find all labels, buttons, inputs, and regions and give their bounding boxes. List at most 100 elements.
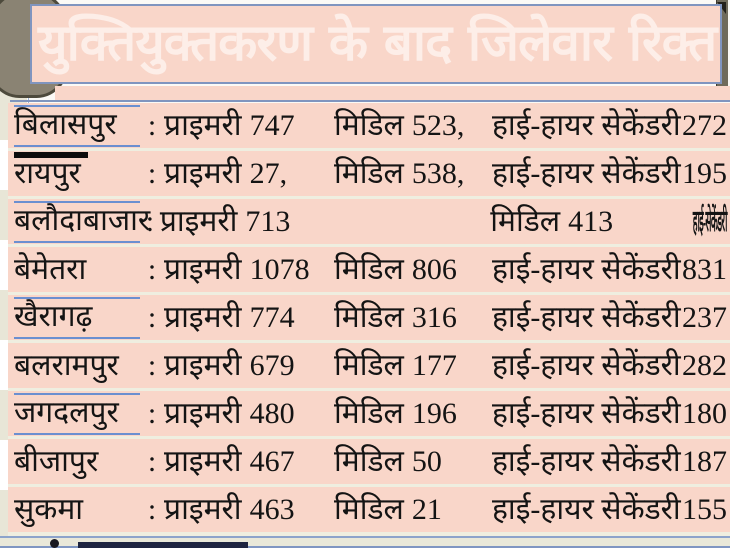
secondary-cell: हाई-हायर सेकेंडरी 272 [492, 103, 730, 148]
banner-underlap-strip [55, 86, 730, 100]
primary-cell: प्राइमरी 713 [160, 199, 300, 244]
table-top-border [10, 100, 730, 102]
secondary-value: 237 [682, 301, 727, 334]
primary-label: प्राइमरी [164, 397, 242, 430]
middle-label: मिडिल [334, 253, 404, 286]
district-name: बीजापुर [14, 445, 99, 478]
primary-cell: प्राइमरी 1078 [164, 247, 334, 292]
district-name: जगदलपुर [14, 393, 140, 435]
middle-cell: मिडिल 806 [334, 247, 492, 292]
secondary-cell: हाई-हायर सेकेंडरी 187 [492, 439, 730, 484]
primary-cell: प्राइमरी 467 [164, 439, 334, 484]
table-row: बलौदाबाजार : प्राइमरी 713 मिडिल 413 हाई-से… [8, 199, 730, 244]
headline-banner: युक्तियुक्तकरण के बाद जिलेवार रिक्त पद [30, 4, 722, 84]
secondary-label: हाई-हायर सेकेंडरी [492, 253, 681, 286]
primary-label: प्राइमरी [164, 253, 242, 286]
middle-value: 538, [411, 157, 465, 190]
separator-colon: : [147, 301, 157, 334]
primary-label: प्राइमरी [159, 205, 238, 238]
table-row: बिलासपुर : प्राइमरी 747 मिडिल 523, हाई-हाय… [8, 103, 730, 148]
secondary-value: 180 [682, 397, 727, 430]
separator-colon: : [147, 397, 157, 430]
table-row: रायपुर : प्राइमरी 27, मिडिल 538, हाई-हायर … [8, 151, 730, 196]
middle-label: मिडिल [490, 205, 561, 238]
middle-value: 413 [568, 205, 614, 238]
middle-label: मिडिल [334, 493, 404, 526]
primary-cell: प्राइमरी 463 [164, 487, 334, 532]
middle-label: मिडिल [334, 109, 404, 142]
primary-value: 467 [249, 445, 295, 478]
district-name: खैरागढ़ [14, 297, 140, 339]
district-name: बलरामपुर [14, 349, 119, 382]
district-name: बिलासपुर [14, 105, 140, 147]
middle-value: 316 [411, 301, 457, 334]
primary-value: 480 [249, 397, 295, 430]
district-name: सुकमा [14, 493, 84, 526]
district-name: बेमेतरा [14, 253, 87, 286]
secondary-label: हाई-हायर सेकेंडरी [492, 109, 681, 142]
middle-cell: मिडिल 50 [334, 439, 492, 484]
secondary-label: हाई-हायर सेकेंडरी [492, 445, 681, 478]
secondary-cell: हाई-हायर सेकेंडरी 155 [492, 487, 730, 532]
primary-value: 463 [249, 493, 295, 526]
secondary-value: 187 [682, 445, 727, 478]
primary-label: प्राइमरी [164, 109, 242, 142]
secondary-label: हाई-हायर सेकेंडरी [492, 349, 681, 382]
primary-label: प्राइमरी [164, 349, 242, 382]
middle-cell: मिडिल 21 [334, 487, 492, 532]
table-row: सुकमा : प्राइमरी 463 मिडिल 21 हाई-हायर सेक… [8, 487, 730, 532]
middle-cell: मिडिल 196 [334, 391, 492, 436]
primary-value: 27, [249, 157, 288, 190]
secondary-value: 195 [682, 157, 727, 190]
middle-value: 21 [411, 493, 442, 526]
secondary-cell: हाई-हायर सेकेंडरी 237 [492, 295, 730, 340]
separator-colon: : [147, 349, 157, 382]
primary-label: प्राइमरी [164, 157, 242, 190]
primary-value: 747 [249, 109, 295, 142]
background-artifact [78, 542, 248, 548]
bottom-hairline [0, 546, 730, 548]
separator-colon: : [147, 157, 157, 190]
middle-value: 806 [411, 253, 457, 286]
secondary-value: 155 [682, 493, 727, 526]
separator-colon: : [147, 445, 157, 478]
middle-value: 50 [411, 445, 442, 478]
middle-value: 177 [411, 349, 457, 382]
primary-label: प्राइमरी [164, 301, 242, 334]
middle-value: 196 [411, 397, 457, 430]
secondary-cell: हाई-हायर सेकेंडरी 831 [492, 247, 730, 292]
bottom-strip [0, 536, 730, 548]
secondary-cell: हाई-हायर सेकेंडरी 195 [492, 151, 730, 196]
middle-label: मिडिल [334, 157, 404, 190]
secondary-label: हाई-हायर सेकेंडरी [492, 397, 681, 430]
primary-value: 713 [245, 205, 291, 238]
primary-value: 1078 [249, 253, 310, 286]
primary-cell: प्राइमरी 27, [164, 151, 334, 196]
table-row: जगदलपुर : प्राइमरी 480 मिडिल 196 हाई-हायर … [8, 391, 730, 436]
secondary-cell: हाई-सेकेंडरी [613, 199, 730, 244]
secondary-label: हाई-हायर सेकेंडरी [492, 301, 681, 334]
middle-cell: मिडिल 316 [334, 295, 492, 340]
bottom-hairline [0, 536, 730, 538]
primary-value: 774 [249, 301, 295, 334]
page-title: युक्तियुक्तकरण के बाद जिलेवार रिक्त पद [38, 14, 722, 73]
primary-cell: प्राइमरी 679 [164, 343, 334, 388]
primary-label: प्राइमरी [164, 493, 242, 526]
secondary-label: हाई-सेकेंडरी [692, 205, 728, 238]
table-row: बलरामपुर : प्राइमरी 679 मिडिल 177 हाई-हायर… [8, 343, 730, 388]
district-table: बिलासपुर : प्राइमरी 747 मिडिल 523, हाई-हाय… [8, 103, 730, 536]
secondary-label: हाई-हायर सेकेंडरी [492, 493, 681, 526]
separator-colon: : [145, 205, 155, 238]
primary-cell: प्राइमरी 747 [164, 103, 334, 148]
background-artifact [14, 152, 88, 158]
middle-label: मिडिल [334, 301, 404, 334]
separator-colon: : [147, 493, 157, 526]
middle-label: मिडिल [334, 349, 404, 382]
primary-cell: प्राइमरी 480 [164, 391, 334, 436]
middle-label: मिडिल [334, 397, 404, 430]
secondary-cell: हाई-हायर सेकेंडरी 180 [492, 391, 730, 436]
middle-label: मिडिल [334, 445, 404, 478]
secondary-value: 272 [682, 109, 727, 142]
separator-colon: : [147, 253, 157, 286]
